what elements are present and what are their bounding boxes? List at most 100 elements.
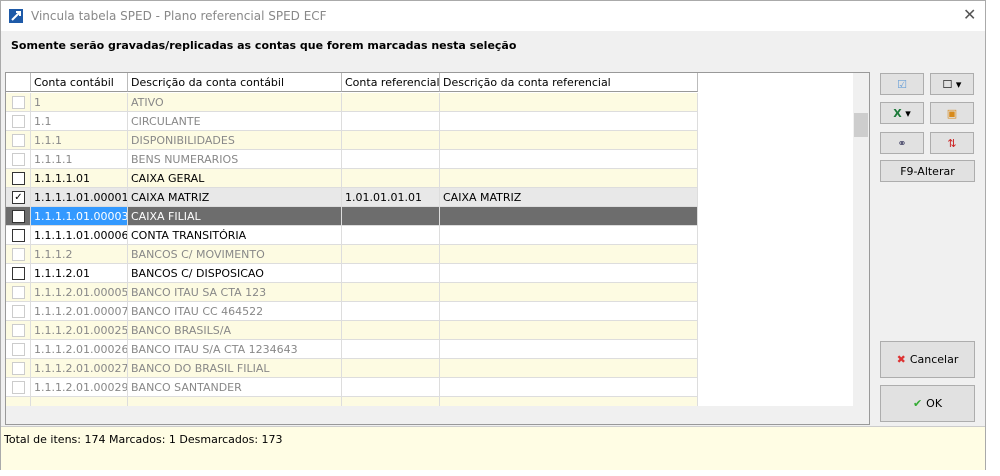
cell-ref-account[interactable] bbox=[342, 359, 440, 378]
row-checkbox[interactable] bbox=[12, 172, 25, 185]
row-checkbox-cell bbox=[6, 302, 31, 321]
cell-account[interactable]: 1.1.1.2.01.00029 bbox=[31, 378, 128, 397]
cell-description[interactable]: CIRCULANTE bbox=[128, 112, 342, 131]
row-checkbox[interactable]: ✓ bbox=[12, 191, 25, 204]
cell-description[interactable]: BANCO SANTANDER bbox=[128, 378, 342, 397]
uncheck-all-button[interactable]: ☐ ▾ bbox=[930, 73, 974, 95]
row-checkbox[interactable] bbox=[12, 267, 25, 280]
cell-ref-account[interactable] bbox=[342, 264, 440, 283]
cell-account[interactable]: 1.1.1.2.01.00005 bbox=[31, 283, 128, 302]
alter-button[interactable]: F9-Alterar bbox=[880, 160, 975, 182]
cell-ref-account[interactable] bbox=[342, 112, 440, 131]
image-button[interactable]: ▣ bbox=[930, 102, 974, 124]
cell-account[interactable]: 1.1.1.2.01.00007 bbox=[31, 302, 128, 321]
cell-ref-description[interactable] bbox=[440, 93, 698, 112]
cell-ref-description[interactable] bbox=[440, 302, 698, 321]
cell-account[interactable]: 1.1.1.2.01.00026 bbox=[31, 340, 128, 359]
cell-ref-account[interactable]: 1.01.01.01.01 bbox=[342, 188, 440, 207]
scroll-thumb[interactable] bbox=[854, 113, 868, 137]
close-button[interactable]: ✕ bbox=[963, 5, 977, 24]
cell-account[interactable]: 1.1.1.1.01.00006 bbox=[31, 226, 128, 245]
cell-ref-account[interactable] bbox=[342, 340, 440, 359]
cell-description[interactable]: BANCO BRASILS/A bbox=[128, 321, 342, 340]
cell-ref-account[interactable] bbox=[342, 283, 440, 302]
row-checkbox[interactable] bbox=[12, 248, 25, 261]
cell-description[interactable]: ATIVO bbox=[128, 93, 342, 112]
cell-ref-account[interactable] bbox=[342, 378, 440, 397]
cell-description[interactable]: BANCO ITAU CC 464522 bbox=[128, 302, 342, 321]
cell-account[interactable]: 1.1.1.1.01.00003 bbox=[31, 207, 128, 226]
cell-account[interactable]: 1 bbox=[31, 93, 128, 112]
sort-button[interactable]: ⇅ bbox=[930, 132, 974, 154]
cell-description[interactable]: CAIXA FILIAL bbox=[128, 207, 342, 226]
cell-ref-account[interactable] bbox=[342, 245, 440, 264]
cell-ref-description[interactable] bbox=[440, 131, 698, 150]
cell-ref-description[interactable] bbox=[440, 245, 698, 264]
cell-description[interactable]: BANCO ITAU SA CTA 123 bbox=[128, 283, 342, 302]
cell-ref-description[interactable] bbox=[440, 359, 698, 378]
cell-ref-description[interactable] bbox=[440, 340, 698, 359]
cell-ref-account[interactable] bbox=[342, 150, 440, 169]
row-checkbox[interactable] bbox=[12, 343, 25, 356]
column-header[interactable]: Descrição da conta contábil bbox=[128, 73, 342, 92]
cancel-button[interactable]: ✖ Cancelar bbox=[880, 341, 975, 378]
horizontal-scrollbar[interactable] bbox=[6, 406, 853, 424]
cell-account[interactable]: 1.1.1.1.01 bbox=[31, 169, 128, 188]
cell-description[interactable]: BANCO ITAU S/A CTA 1234643 bbox=[128, 340, 342, 359]
row-checkbox-cell bbox=[6, 226, 31, 245]
cell-ref-account[interactable] bbox=[342, 93, 440, 112]
column-header[interactable]: Conta contábil bbox=[31, 73, 128, 92]
row-checkbox[interactable] bbox=[12, 115, 25, 128]
cell-ref-account[interactable] bbox=[342, 302, 440, 321]
cell-description[interactable]: CAIXA MATRIZ bbox=[128, 188, 342, 207]
cell-ref-account[interactable] bbox=[342, 207, 440, 226]
cell-ref-description[interactable] bbox=[440, 378, 698, 397]
vertical-scrollbar[interactable] bbox=[853, 73, 869, 424]
row-checkbox-cell bbox=[6, 378, 31, 397]
cell-description[interactable]: BANCOS C/ DISPOSICAO bbox=[128, 264, 342, 283]
cell-description[interactable]: CONTA TRANSITÓRIA bbox=[128, 226, 342, 245]
cell-ref-account[interactable] bbox=[342, 321, 440, 340]
cell-description[interactable]: BANCO DO BRASIL FILIAL bbox=[128, 359, 342, 378]
row-checkbox[interactable] bbox=[12, 134, 25, 147]
cell-account[interactable]: 1.1.1.2.01 bbox=[31, 264, 128, 283]
row-checkbox[interactable] bbox=[12, 305, 25, 318]
cell-ref-description[interactable] bbox=[440, 226, 698, 245]
row-checkbox[interactable] bbox=[12, 210, 25, 223]
row-checkbox[interactable] bbox=[12, 153, 25, 166]
cell-ref-description[interactable] bbox=[440, 112, 698, 131]
cell-ref-account[interactable] bbox=[342, 226, 440, 245]
cell-ref-description[interactable] bbox=[440, 264, 698, 283]
row-checkbox[interactable] bbox=[12, 286, 25, 299]
check-all-button[interactable]: ☑ bbox=[880, 73, 924, 95]
row-checkbox[interactable] bbox=[12, 362, 25, 375]
cell-ref-account[interactable] bbox=[342, 169, 440, 188]
cell-description[interactable]: CAIXA GERAL bbox=[128, 169, 342, 188]
cell-description[interactable]: BENS NUMERARIOS bbox=[128, 150, 342, 169]
cell-account[interactable]: 1.1.1.2 bbox=[31, 245, 128, 264]
cell-account[interactable]: 1.1.1.1 bbox=[31, 150, 128, 169]
row-checkbox[interactable] bbox=[12, 229, 25, 242]
cell-ref-description[interactable] bbox=[440, 321, 698, 340]
cell-ref-description[interactable] bbox=[440, 169, 698, 188]
column-header[interactable]: Conta referencial bbox=[342, 73, 440, 92]
row-checkbox[interactable] bbox=[12, 96, 25, 109]
cell-account[interactable]: 1.1.1 bbox=[31, 131, 128, 150]
column-header[interactable]: Descrição da conta referencial bbox=[440, 73, 698, 92]
cell-account[interactable]: 1.1 bbox=[31, 112, 128, 131]
cell-account[interactable]: 1.1.1.2.01.00025 bbox=[31, 321, 128, 340]
cell-ref-description[interactable]: CAIXA MATRIZ bbox=[440, 188, 698, 207]
search-button[interactable]: ⚭ bbox=[880, 132, 924, 154]
cell-ref-account[interactable] bbox=[342, 131, 440, 150]
cell-account[interactable]: 1.1.1.2.01.00027 bbox=[31, 359, 128, 378]
cell-account[interactable]: 1.1.1.1.01.00001 bbox=[31, 188, 128, 207]
row-checkbox[interactable] bbox=[12, 324, 25, 337]
cell-ref-description[interactable] bbox=[440, 283, 698, 302]
export-button[interactable]: X ▾ bbox=[880, 102, 924, 124]
row-checkbox[interactable] bbox=[12, 381, 25, 394]
cell-description[interactable]: DISPONIBILIDADES bbox=[128, 131, 342, 150]
cell-ref-description[interactable] bbox=[440, 150, 698, 169]
ok-button[interactable]: ✔ OK bbox=[880, 385, 975, 422]
cell-description[interactable]: BANCOS C/ MOVIMENTO bbox=[128, 245, 342, 264]
cell-ref-description[interactable] bbox=[440, 207, 698, 226]
